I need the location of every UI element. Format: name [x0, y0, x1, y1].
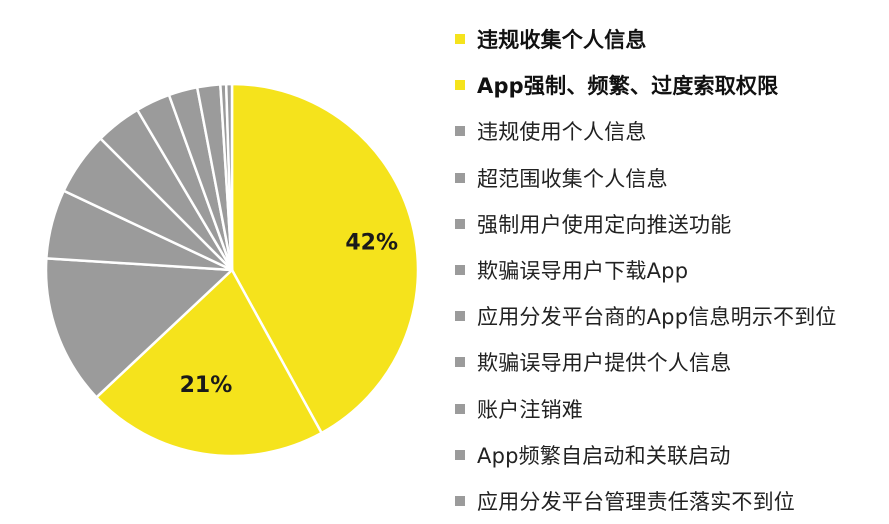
- legend-swatch: [455, 172, 465, 183]
- legend-swatch: [455, 357, 465, 368]
- slice-percent-label: 21%: [180, 373, 233, 398]
- legend-label: 违规收集个人信息: [477, 28, 647, 53]
- legend-item: 账户注销难: [455, 386, 889, 432]
- legend-item: 欺骗误导用户下载App: [455, 247, 889, 293]
- legend-item: App强制、频繁、过度索取权限: [455, 62, 889, 108]
- legend-label: 应用分发平台商的App信息明示不到位: [477, 305, 837, 330]
- legend-swatch: [455, 34, 465, 45]
- legend-swatch: [455, 265, 465, 276]
- pie-chart: 42% 21%: [0, 0, 440, 522]
- legend-item: 应用分发平台管理责任落实不到位: [455, 478, 889, 524]
- legend-label: 违规使用个人信息: [477, 120, 647, 145]
- legend-label: 超范围收集个人信息: [477, 166, 668, 191]
- legend-label: App频繁自启动和关联启动: [477, 443, 731, 468]
- legend-swatch: [455, 403, 465, 414]
- legend-item: 欺骗误导用户提供个人信息: [455, 339, 889, 385]
- legend-swatch: [455, 311, 465, 322]
- legend-label: 应用分发平台管理责任落实不到位: [477, 489, 795, 514]
- legend-label: 账户注销难: [477, 397, 583, 422]
- legend-item: 应用分发平台商的App信息明示不到位: [455, 293, 889, 339]
- legend-item: 强制用户使用定向推送功能: [455, 201, 889, 247]
- legend-label: App强制、频繁、过度索取权限: [477, 74, 779, 99]
- legend-label: 强制用户使用定向推送功能: [477, 212, 732, 237]
- legend-label: 欺骗误导用户下载App: [477, 259, 689, 284]
- legend-item: App频繁自启动和关联启动: [455, 432, 889, 478]
- legend-swatch: [455, 218, 465, 229]
- legend-swatch: [455, 449, 465, 460]
- legend-label: 欺骗误导用户提供个人信息: [477, 351, 732, 376]
- pie-outline: [45, 83, 419, 457]
- legend-item: 违规使用个人信息: [455, 108, 889, 154]
- pie-svg: 42% 21%: [44, 82, 420, 458]
- legend: 违规收集个人信息 App强制、频繁、过度索取权限 违规使用个人信息 超范围收集个人信息…: [455, 16, 889, 524]
- slice-percent-label: 42%: [345, 230, 398, 255]
- legend-swatch: [455, 126, 465, 137]
- legend-swatch: [455, 80, 465, 91]
- legend-item: 违规收集个人信息: [455, 16, 889, 62]
- legend-item: 超范围收集个人信息: [455, 155, 889, 201]
- legend-swatch: [455, 495, 465, 506]
